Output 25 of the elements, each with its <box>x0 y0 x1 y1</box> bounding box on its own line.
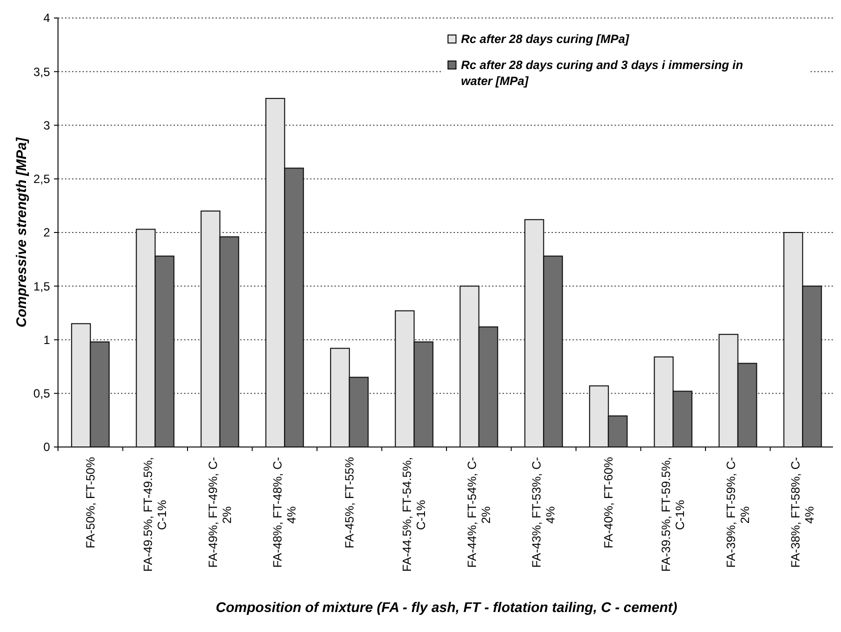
y-tick-label: 1,5 <box>33 279 50 294</box>
x-tick-label: FA-40%, FT-60% <box>601 456 616 548</box>
legend-label: Rc after 28 days curing [MPa] <box>461 32 630 46</box>
x-tick-label: FA-49.5%, FT-49.5%, C-1% <box>141 457 170 572</box>
x-tick-label: FA-50%, FT-50% <box>83 456 98 548</box>
y-tick-label: 0,5 <box>33 386 50 401</box>
y-tick-label: 3,5 <box>33 64 50 79</box>
x-axis-title: Composition of mixture (FA - fly ash, FT - flotation tailing, C - cement) <box>216 599 678 615</box>
y-tick-label: 3 <box>43 118 50 132</box>
y-tick-label: 2,5 <box>33 172 50 186</box>
x-tick-label: FA-44%, FT-54%, C-2% <box>464 457 493 568</box>
x-tick-label: FA-44.5%, FT-54.5%, C-1% <box>400 457 428 572</box>
x-tick-label: FA-45%, FT-55% <box>342 456 356 548</box>
legend-label: Rc after 28 days curing and 3 days i immersing in water [MPa] <box>461 58 744 88</box>
y-axis-title: Compressive strength [MPa] <box>13 136 29 328</box>
x-tick-label: FA-39%, FT-59%, C-2% <box>724 457 752 568</box>
y-tick-label: 0 <box>43 440 50 454</box>
x-tick-label: FA-38%, FT-58%, C-4% <box>788 457 817 568</box>
x-tick-label: FA-39.5%, FT-59.5%, C-1% <box>659 457 688 572</box>
x-tick-label: FA-49%, FT-49%, C-2% <box>206 457 234 568</box>
x-tick-label: FA-48%, FT-48%, C-4% <box>270 457 299 568</box>
x-tick-label: FA-43%, FT-53%, C-4% <box>530 457 558 568</box>
y-tick-label: 4 <box>43 11 50 26</box>
y-tick-label: 1 <box>43 332 50 347</box>
y-tick-label: 2 <box>43 226 50 240</box>
